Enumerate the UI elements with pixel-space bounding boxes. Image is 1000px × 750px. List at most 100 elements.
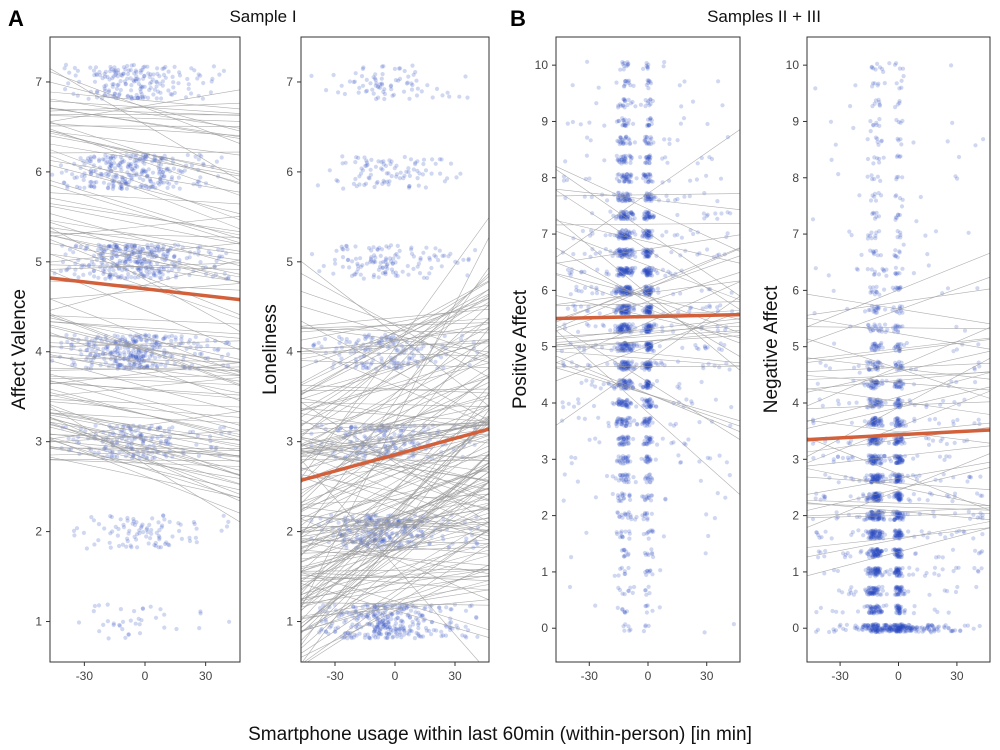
data-point — [646, 419, 652, 424]
data-point — [626, 438, 631, 443]
data-point — [619, 442, 625, 447]
person-line — [50, 375, 240, 380]
data-point — [625, 401, 631, 406]
data-point — [626, 476, 631, 482]
data-point — [67, 247, 72, 252]
data-point — [562, 472, 567, 477]
x-tick-label: 30 — [448, 669, 462, 683]
data-point — [154, 335, 159, 340]
y-tick-label: 4 — [35, 345, 42, 359]
data-point — [133, 621, 138, 626]
data-point — [116, 352, 121, 357]
data-point — [623, 253, 628, 258]
data-point — [420, 613, 425, 618]
data-point — [340, 255, 346, 260]
data-point — [71, 250, 76, 255]
data-point — [91, 268, 97, 273]
person-line — [303, 528, 489, 662]
data-point — [136, 616, 141, 621]
data-point — [317, 269, 322, 274]
data-point — [136, 81, 141, 86]
data-point — [648, 385, 653, 390]
data-point — [358, 264, 364, 269]
data-point — [151, 272, 156, 277]
person-line — [50, 234, 240, 275]
data-point — [128, 76, 133, 81]
data-point — [626, 267, 631, 272]
person-line — [50, 283, 240, 300]
data-point — [610, 400, 615, 406]
data-point — [648, 404, 653, 409]
data-point — [624, 477, 629, 482]
data-point — [616, 402, 622, 407]
data-point — [166, 88, 171, 93]
data-point — [644, 326, 649, 331]
person-line — [50, 98, 240, 129]
data-point — [645, 568, 650, 573]
data-point — [98, 252, 103, 257]
person-line — [301, 280, 489, 384]
data-point — [138, 87, 143, 92]
data-point — [111, 622, 116, 628]
data-point — [663, 497, 668, 502]
data-point — [643, 498, 648, 503]
data-point — [50, 172, 55, 177]
data-point — [619, 311, 624, 316]
data-point — [620, 417, 625, 422]
person-line — [301, 439, 489, 591]
data-point — [132, 534, 137, 540]
person-line — [301, 543, 489, 595]
data-point — [364, 163, 369, 168]
data-point — [646, 454, 651, 459]
data-point — [706, 361, 711, 366]
data-point — [374, 632, 379, 637]
data-point — [86, 96, 91, 101]
data-point — [146, 186, 151, 191]
data-point — [616, 273, 622, 279]
data-point — [469, 603, 474, 608]
data-point — [411, 254, 416, 259]
data-point — [396, 255, 401, 260]
data-point — [618, 304, 623, 309]
data-point — [380, 167, 385, 172]
data-point — [177, 257, 182, 263]
data-point — [648, 361, 654, 366]
data-point — [115, 533, 120, 538]
data-point — [366, 365, 371, 370]
data-point — [624, 456, 629, 461]
data-point — [150, 364, 155, 369]
data-point — [617, 460, 623, 465]
person-line — [50, 203, 240, 232]
data-point — [147, 260, 152, 265]
data-point — [629, 380, 634, 385]
data-point — [646, 584, 651, 589]
data-point — [619, 512, 624, 517]
data-point — [648, 172, 653, 177]
data-point — [379, 622, 385, 627]
data-point — [182, 168, 187, 173]
data-point — [647, 304, 652, 310]
data-point — [108, 162, 113, 167]
data-point — [107, 77, 112, 82]
data-point — [586, 323, 591, 328]
data-point — [353, 342, 358, 347]
data-point — [568, 292, 573, 297]
person-line — [301, 498, 489, 534]
data-point — [643, 381, 648, 386]
data-point — [135, 248, 140, 253]
data-point — [627, 270, 633, 275]
data-point — [218, 426, 223, 431]
person-line — [301, 512, 489, 572]
data-point — [627, 378, 632, 383]
data-point — [645, 362, 650, 367]
data-point — [75, 68, 80, 73]
data-point — [131, 168, 136, 173]
data-point — [646, 552, 651, 558]
data-point — [441, 365, 446, 370]
data-point — [323, 336, 328, 342]
data-point — [627, 346, 633, 351]
data-point — [345, 257, 350, 263]
data-point — [139, 433, 144, 438]
data-point — [386, 621, 391, 626]
data-point — [177, 186, 182, 191]
